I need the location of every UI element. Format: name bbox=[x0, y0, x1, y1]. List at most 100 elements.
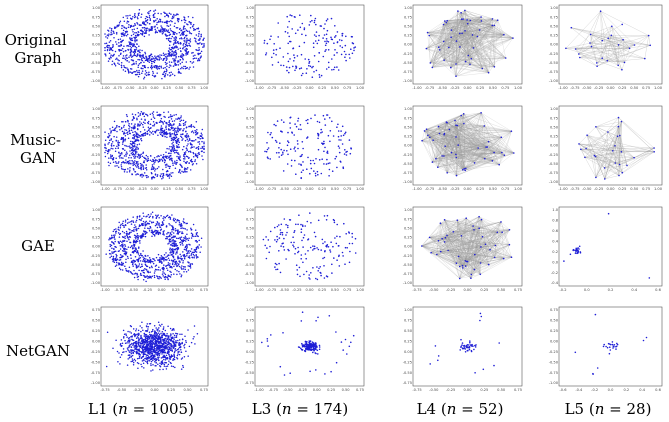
node-point bbox=[167, 262, 170, 264]
node-point bbox=[473, 268, 476, 271]
node-point bbox=[153, 123, 156, 126]
node-point bbox=[180, 119, 183, 121]
node-point bbox=[172, 337, 174, 339]
node-point bbox=[179, 58, 182, 61]
node-point bbox=[137, 139, 140, 142]
node-point bbox=[139, 257, 142, 259]
node-point bbox=[146, 16, 149, 18]
node-point bbox=[348, 261, 351, 264]
node-point bbox=[160, 58, 162, 60]
node-point bbox=[155, 332, 158, 334]
node-point bbox=[159, 229, 162, 231]
node-point bbox=[190, 232, 193, 235]
node-point bbox=[121, 230, 124, 233]
node-point bbox=[478, 29, 481, 31]
node-point bbox=[152, 111, 155, 113]
node-point bbox=[168, 351, 171, 353]
node-point bbox=[136, 215, 139, 218]
node-point bbox=[308, 277, 310, 279]
node-point bbox=[114, 129, 116, 132]
node-point bbox=[106, 46, 109, 49]
node-point bbox=[146, 269, 148, 271]
node-point bbox=[303, 28, 306, 31]
node-point bbox=[110, 253, 112, 255]
node-point bbox=[431, 66, 434, 69]
node-point bbox=[165, 256, 167, 258]
x-tick-label: 0.25 bbox=[172, 288, 180, 292]
node-point bbox=[164, 116, 166, 118]
node-point bbox=[167, 15, 170, 18]
node-point bbox=[341, 34, 344, 37]
node-point bbox=[461, 264, 464, 267]
node-point bbox=[172, 357, 175, 360]
node-point bbox=[133, 137, 136, 139]
node-point bbox=[159, 119, 162, 122]
node-point bbox=[188, 44, 191, 46]
node-point bbox=[574, 249, 577, 251]
y-tick-label: 0.25 bbox=[246, 34, 254, 38]
node-point bbox=[149, 19, 152, 22]
node-point bbox=[184, 41, 186, 43]
node-point bbox=[143, 367, 145, 369]
y-tick-label: -0.75 bbox=[245, 272, 254, 276]
node-point bbox=[106, 150, 109, 152]
node-point bbox=[110, 130, 112, 132]
node-point bbox=[165, 151, 167, 154]
node-point bbox=[136, 118, 138, 121]
node-point bbox=[129, 45, 131, 48]
x-tick-label: 0.50 bbox=[630, 187, 639, 191]
node-point bbox=[159, 259, 161, 261]
node-point bbox=[470, 58, 473, 60]
node-point bbox=[145, 280, 147, 283]
y-tick-label: 0.00 bbox=[92, 245, 101, 249]
node-point bbox=[628, 47, 631, 50]
node-point bbox=[183, 155, 185, 157]
node-point bbox=[172, 327, 175, 330]
node-point bbox=[168, 275, 171, 278]
node-point bbox=[168, 165, 170, 168]
node-point bbox=[317, 135, 320, 137]
node-point bbox=[172, 57, 174, 60]
node-point bbox=[132, 150, 135, 152]
node-point bbox=[203, 141, 205, 143]
node-point bbox=[171, 229, 173, 231]
node-point bbox=[155, 130, 158, 132]
node-point bbox=[154, 25, 156, 28]
node-point bbox=[163, 111, 165, 114]
node-point bbox=[190, 252, 193, 255]
panel: 1.000.750.500.250.00-0.25-0.50-0.75-1.00… bbox=[91, 206, 209, 292]
node-point bbox=[136, 240, 139, 243]
node-point bbox=[115, 253, 117, 256]
node-point bbox=[644, 57, 646, 60]
node-point bbox=[135, 163, 137, 165]
node-point bbox=[190, 32, 193, 35]
node-point bbox=[110, 244, 113, 247]
node-point bbox=[170, 225, 173, 227]
node-point bbox=[148, 266, 151, 269]
node-point bbox=[345, 154, 348, 156]
node-point bbox=[172, 65, 175, 67]
node-point bbox=[166, 255, 169, 257]
x-tick-label: 0.75 bbox=[343, 288, 351, 292]
node-point bbox=[286, 231, 288, 234]
node-point bbox=[138, 339, 141, 341]
node-point bbox=[108, 33, 110, 35]
node-point bbox=[308, 24, 311, 26]
node-point bbox=[123, 247, 126, 249]
node-point bbox=[187, 143, 189, 145]
node-point bbox=[136, 136, 139, 139]
node-point bbox=[126, 233, 128, 235]
node-point bbox=[349, 152, 352, 155]
node-point bbox=[276, 225, 279, 228]
node-point bbox=[175, 130, 177, 132]
node-point bbox=[156, 23, 158, 26]
node-point bbox=[162, 174, 165, 177]
node-point bbox=[428, 34, 431, 37]
node-point bbox=[309, 246, 312, 249]
node-point bbox=[354, 46, 357, 48]
node-point bbox=[190, 124, 192, 127]
node-point bbox=[169, 276, 172, 278]
node-point bbox=[163, 358, 165, 361]
node-point bbox=[185, 44, 188, 47]
node-point bbox=[196, 235, 199, 237]
